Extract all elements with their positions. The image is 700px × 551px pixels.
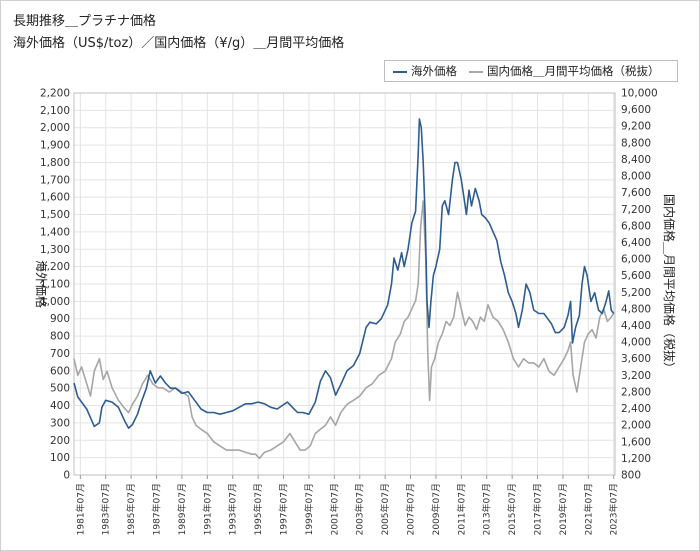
y-tick-label: 1,800 xyxy=(40,157,70,169)
y-tick-label: 1,500 xyxy=(40,209,70,221)
y2-tick-label: 8,400 xyxy=(621,154,651,166)
x-tick-label: 1983年07月 xyxy=(100,483,112,535)
x-tick-label: 1989年07月 xyxy=(176,483,188,535)
chart-subtitle: 海外価格（US$/toz）／国内価格（¥/g）＿月間平均価格 xyxy=(13,36,345,51)
y2-tick-label: 6,000 xyxy=(621,254,651,266)
gridlines xyxy=(74,92,615,476)
y2-tick-label: 9,200 xyxy=(621,121,651,133)
series-lines xyxy=(73,118,615,460)
x-tick-label: 2021年07月 xyxy=(582,483,594,535)
y2-tick-label: 3,200 xyxy=(621,370,651,382)
x-tick-label: 2011年07月 xyxy=(455,483,467,535)
y2-tick-label: 5,200 xyxy=(621,287,651,299)
x-tick-label: 2005年07月 xyxy=(379,483,391,535)
y2-tick-label: 9,600 xyxy=(621,104,651,116)
x-axis-ticks: 1981年07月 1983年07月 1985年07月 1987年07月 1989年07月… xyxy=(74,475,620,535)
y-tick-label: 100 xyxy=(50,452,70,464)
y-tick-label: 1,300 xyxy=(40,244,70,256)
y-tick-label: 0 xyxy=(63,470,70,482)
plot-area xyxy=(73,92,616,476)
y-tick-label: 1,100 xyxy=(40,279,70,291)
series-line-overseas xyxy=(73,118,615,429)
left-axis-label: 海外価格 xyxy=(34,260,49,308)
y2-tick-label: 4,400 xyxy=(621,320,651,332)
right-axis-ticks: 800 1,200 1,600 2,000 2,400 2,800 3,200 3,600 4,… xyxy=(621,88,658,482)
y-tick-label: 1,400 xyxy=(40,226,70,238)
y-tick-label: 300 xyxy=(50,417,70,429)
y2-tick-label: 1,600 xyxy=(621,436,651,448)
right-axis-label: 国内価格＿月間平均価格（税抜） xyxy=(662,194,677,374)
x-tick-label: 2001年07月 xyxy=(328,483,340,535)
x-tick-label: 1995年07月 xyxy=(252,483,264,535)
y-tick-label: 2,200 xyxy=(40,88,70,100)
y-tick-label: 700 xyxy=(50,348,70,360)
y2-tick-label: 8,800 xyxy=(621,137,651,149)
y2-tick-label: 10,000 xyxy=(621,88,658,100)
x-tick-label: 2007年07月 xyxy=(405,483,417,535)
series-line-domestic xyxy=(73,200,615,460)
y-tick-label: 1,200 xyxy=(40,261,70,273)
legend-swatch-overseas xyxy=(393,70,407,73)
x-tick-label: 1999年07月 xyxy=(303,483,315,535)
y2-tick-label: 6,400 xyxy=(621,237,651,249)
y-tick-label: 2,100 xyxy=(40,105,70,117)
y2-tick-label: 800 xyxy=(621,470,641,482)
x-tick-label: 2017年07月 xyxy=(532,483,544,535)
y-tick-label: 600 xyxy=(50,365,70,377)
x-tick-label: 2023年07月 xyxy=(608,483,620,535)
x-tick-label: 2019年07月 xyxy=(557,483,569,535)
x-tick-label: 1997年07月 xyxy=(278,483,290,535)
y-tick-label: 1,600 xyxy=(40,192,70,204)
y2-tick-label: 6,800 xyxy=(621,220,651,232)
y2-tick-label: 4,000 xyxy=(621,337,651,349)
y-tick-label: 400 xyxy=(50,400,70,412)
y2-tick-label: 2,800 xyxy=(621,386,651,398)
x-tick-label: 1987年07月 xyxy=(151,483,163,535)
x-tick-label: 2003年07月 xyxy=(354,483,366,535)
chart-title: 長期推移＿プラチナ価格 xyxy=(13,14,157,29)
y-tick-label: 200 xyxy=(50,435,70,447)
y2-tick-label: 7,200 xyxy=(621,204,651,216)
y2-tick-label: 7,600 xyxy=(621,187,651,199)
legend-label-domestic: 国内価格＿月間平均価格（税抜） xyxy=(487,64,660,78)
y2-tick-label: 5,600 xyxy=(621,270,651,282)
y2-tick-label: 8,000 xyxy=(621,171,651,183)
x-tick-label: 1985年07月 xyxy=(125,483,137,535)
x-tick-label: 1991年07月 xyxy=(201,483,213,535)
legend-label-overseas: 海外価格 xyxy=(411,64,457,78)
y-tick-label: 1,700 xyxy=(40,174,70,186)
y-tick-label: 900 xyxy=(50,313,70,325)
x-tick-label: 2009年07月 xyxy=(430,483,442,535)
y2-tick-label: 2,000 xyxy=(621,420,651,432)
legend-item-overseas: 海外価格 xyxy=(393,63,457,79)
y-tick-label: 1,000 xyxy=(40,296,70,308)
x-tick-label: 2013年07月 xyxy=(481,483,493,535)
y-tick-label: 1,900 xyxy=(40,140,70,152)
y-tick-label: 500 xyxy=(50,383,70,395)
y-tick-label: 800 xyxy=(50,331,70,343)
y2-tick-label: 1,200 xyxy=(621,453,651,465)
legend: 海外価格 国内価格＿月間平均価格（税抜） xyxy=(384,60,678,82)
x-tick-label: 1993年07月 xyxy=(227,483,239,535)
y-tick-label: 2,000 xyxy=(40,122,70,134)
y2-tick-label: 2,400 xyxy=(621,403,651,415)
y2-tick-label: 3,600 xyxy=(621,353,651,365)
y2-tick-label: 4,800 xyxy=(621,303,651,315)
legend-swatch-domestic xyxy=(469,70,483,73)
x-tick-label: 2015年07月 xyxy=(506,483,518,535)
left-axis-ticks: 0 100 200 300 400 500 600 700 800 900 1,000 1,100 1,… xyxy=(40,88,70,482)
legend-item-domestic: 国内価格＿月間平均価格（税抜） xyxy=(469,63,660,79)
x-tick-label: 1981年07月 xyxy=(74,483,86,535)
